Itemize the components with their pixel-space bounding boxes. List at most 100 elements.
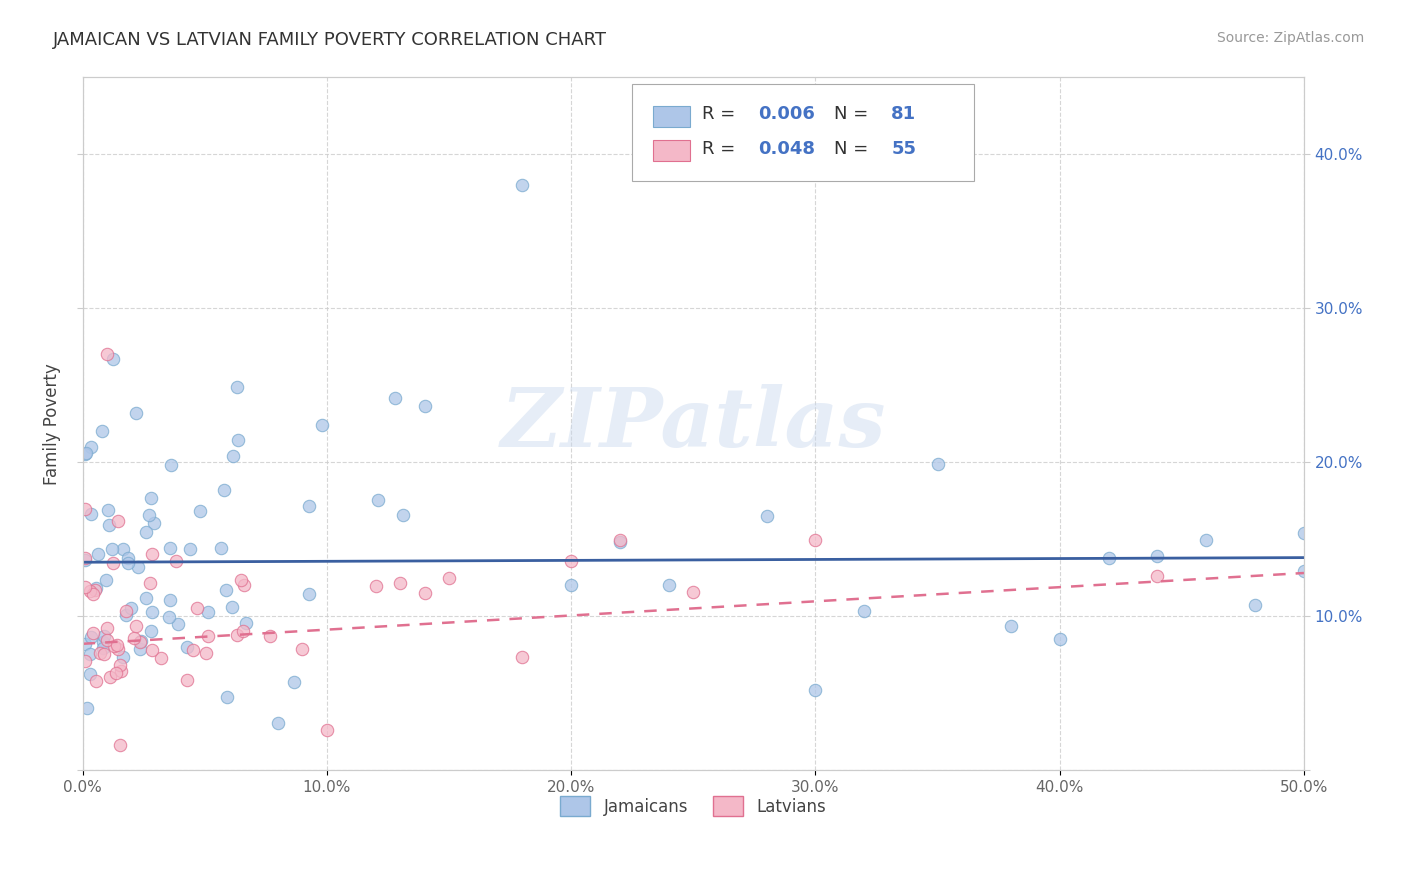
Point: [267, 716, 290, 731]
Point: [755, 508, 778, 523]
Point: [104, 666, 127, 681]
Point: [212, 483, 235, 497]
Point: [215, 582, 238, 597]
Y-axis label: Family Poverty: Family Poverty: [44, 363, 60, 484]
Point: [84, 582, 107, 597]
Point: [364, 579, 387, 593]
Point: [232, 578, 254, 592]
Point: [87, 548, 110, 562]
Point: [91, 425, 114, 439]
Point: [367, 493, 389, 508]
Point: [389, 575, 412, 590]
Point: [298, 499, 321, 513]
Point: [75, 654, 97, 668]
Point: [804, 533, 827, 547]
Point: [82, 587, 104, 601]
Point: [103, 556, 125, 570]
Point: [181, 642, 204, 657]
Point: [98, 669, 121, 683]
Point: [510, 178, 533, 193]
Point: [127, 560, 149, 574]
Point: [75, 636, 97, 650]
Point: [1146, 549, 1168, 564]
Point: [75, 446, 97, 460]
Point: [129, 634, 152, 648]
Point: [217, 690, 239, 704]
Point: [316, 723, 339, 737]
Point: [107, 514, 129, 528]
Point: [311, 417, 333, 432]
Text: 81: 81: [891, 105, 917, 123]
Point: [197, 629, 219, 643]
Point: [80, 508, 103, 522]
Point: [160, 458, 183, 472]
Point: [225, 628, 247, 642]
Point: [79, 583, 101, 598]
Point: [89, 646, 111, 660]
Point: [298, 587, 321, 601]
Point: [141, 624, 163, 639]
Point: [97, 518, 120, 533]
Point: [128, 641, 150, 656]
Point: [75, 550, 97, 565]
Point: [609, 535, 631, 549]
Point: [413, 399, 436, 413]
FancyBboxPatch shape: [652, 140, 689, 161]
Point: [259, 629, 281, 643]
Point: [96, 347, 118, 361]
Text: 0.006: 0.006: [758, 105, 815, 123]
Point: [139, 575, 162, 590]
Point: [609, 533, 631, 547]
Point: [167, 616, 190, 631]
Point: [149, 651, 172, 665]
Point: [1292, 564, 1315, 578]
Point: [413, 586, 436, 600]
Point: [110, 664, 132, 678]
Point: [80, 630, 103, 644]
Point: [197, 606, 219, 620]
Point: [384, 391, 406, 405]
Point: [93, 647, 115, 661]
Text: R =: R =: [702, 140, 741, 158]
Point: [176, 673, 198, 687]
Point: [110, 657, 132, 672]
Point: [176, 640, 198, 655]
Point: [159, 541, 181, 555]
Point: [75, 580, 97, 594]
Point: [110, 738, 132, 752]
Point: [226, 434, 249, 448]
Point: [157, 610, 180, 624]
Point: [927, 457, 949, 471]
Point: [112, 649, 135, 664]
Point: [93, 628, 115, 642]
Point: [235, 615, 257, 630]
Point: [79, 647, 101, 661]
Point: [283, 675, 305, 690]
Legend: Jamaicans, Latvians: Jamaicans, Latvians: [553, 788, 835, 824]
Point: [107, 642, 129, 657]
Point: [75, 447, 97, 461]
Point: [291, 641, 314, 656]
Point: [125, 406, 148, 420]
FancyBboxPatch shape: [652, 106, 689, 127]
Point: [91, 635, 114, 649]
Point: [79, 667, 101, 681]
Point: [117, 556, 139, 570]
FancyBboxPatch shape: [633, 85, 974, 181]
Point: [1000, 619, 1022, 633]
Point: [159, 593, 181, 607]
Point: [91, 640, 114, 655]
Point: [1244, 598, 1267, 612]
Point: [682, 585, 704, 599]
Point: [114, 607, 136, 622]
Point: [194, 646, 217, 660]
Point: [120, 601, 142, 615]
Text: R =: R =: [702, 105, 741, 123]
Point: [179, 541, 201, 556]
Text: Source: ZipAtlas.com: Source: ZipAtlas.com: [1216, 31, 1364, 45]
Point: [84, 581, 107, 595]
Text: 55: 55: [891, 140, 917, 158]
Text: N =: N =: [834, 140, 873, 158]
Point: [1146, 569, 1168, 583]
Point: [853, 604, 876, 618]
